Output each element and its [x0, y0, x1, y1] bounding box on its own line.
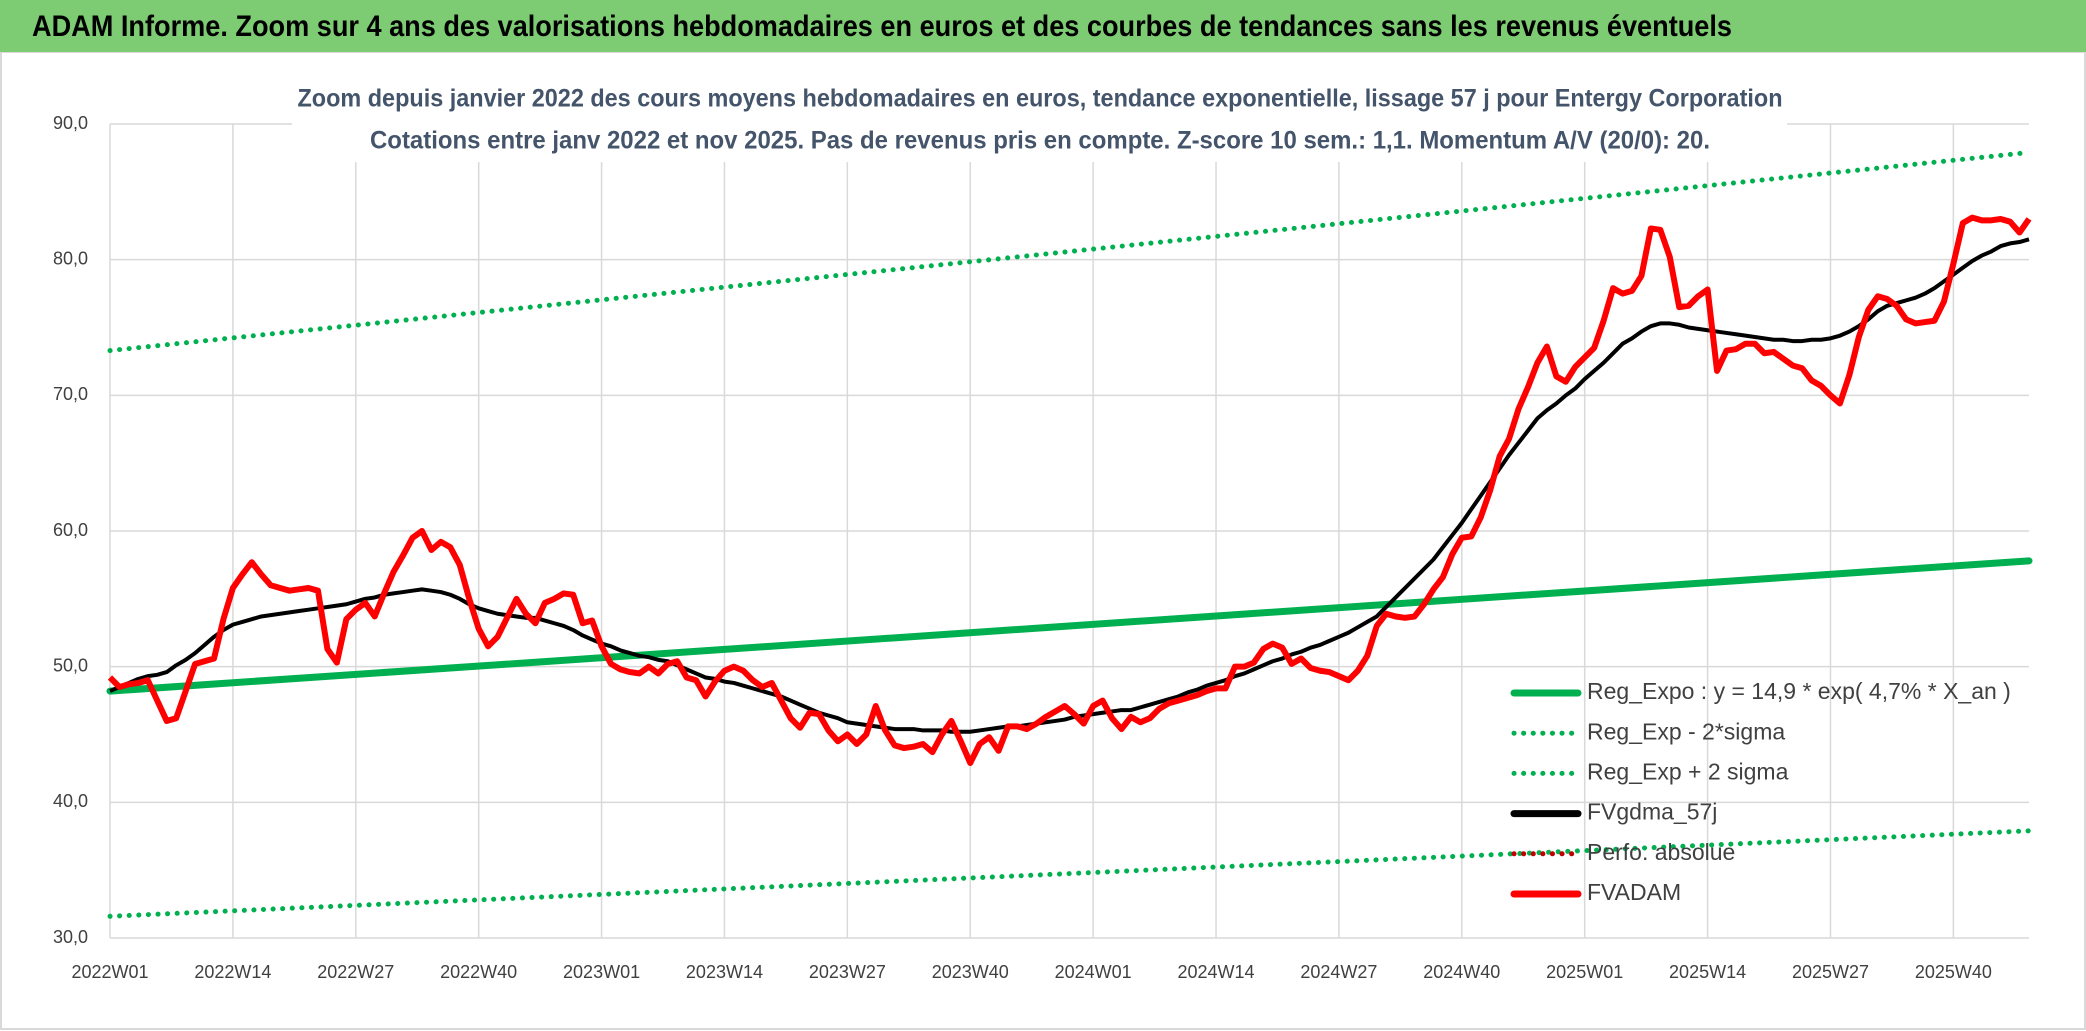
- x-tick-label: 2024W27: [1300, 962, 1377, 982]
- trend-line: [106, 557, 2033, 695]
- x-tick-label: 2025W01: [1546, 962, 1623, 982]
- x-tick-label: 2025W14: [1669, 962, 1746, 982]
- legend-label: Reg_Expo : y = 14,9 * exp( 4,7% * X_an ): [1587, 678, 2011, 704]
- legend-label: FVADAM: [1587, 879, 1681, 905]
- series-line: [107, 214, 2032, 766]
- y-tick-label: 60,0: [53, 520, 88, 540]
- title-bar: [0, 0, 2086, 52]
- x-tick-label: 2023W01: [563, 962, 640, 982]
- legend-label: Reg_Exp - 2*sigma: [1587, 718, 1785, 744]
- y-tick-label: 50,0: [53, 655, 88, 675]
- legend: Reg_Expo : y = 14,9 * exp( 4,7% * X_an )…: [1510, 678, 2011, 905]
- y-tick-label: 70,0: [53, 384, 88, 404]
- series-line: [109, 237, 2030, 734]
- x-tick-label: 2023W27: [809, 962, 886, 982]
- subtitle-background: [292, 80, 1787, 162]
- x-tick-label: 2022W14: [194, 962, 271, 982]
- x-tick-label: 2022W40: [440, 962, 517, 982]
- y-tick-label: 80,0: [53, 248, 88, 268]
- x-tick-label: 2025W40: [1915, 962, 1992, 982]
- trend-line: [107, 828, 2032, 919]
- subtitle: Cotations entre janv 2022 et nov 2025. P…: [370, 127, 1710, 155]
- legend-label: FVgdma_57j: [1587, 799, 1717, 825]
- plot-area: 30,0 40,0 50,0 60,0 70,0 80,0 90,0 2022W01 2022W…: [53, 113, 2033, 982]
- subtitle: Zoom depuis janvier 2022 des cours moyen…: [298, 85, 1783, 113]
- x-tick-label: 2023W40: [932, 962, 1009, 982]
- x-tick-label: 2024W01: [1055, 962, 1132, 982]
- y-tick-label: 40,0: [53, 791, 88, 811]
- x-tick-label: 2024W40: [1423, 962, 1500, 982]
- x-tick-label: 2024W14: [1177, 962, 1254, 982]
- x-tick-label: 2022W01: [71, 962, 148, 982]
- x-tick-label: 2025W27: [1792, 962, 1869, 982]
- y-tick-label: 90,0: [53, 113, 88, 133]
- x-tick-label: 2022W27: [317, 962, 394, 982]
- legend-label: Perfo. absolue: [1587, 839, 1735, 865]
- x-tick-label: 2023W14: [686, 962, 763, 982]
- y-tick-label: 30,0: [53, 927, 88, 947]
- chart-title: ADAM Informe. Zoom sur 4 ans des valoris…: [32, 10, 1732, 43]
- legend-label: Reg_Exp + 2 sigma: [1587, 758, 1789, 784]
